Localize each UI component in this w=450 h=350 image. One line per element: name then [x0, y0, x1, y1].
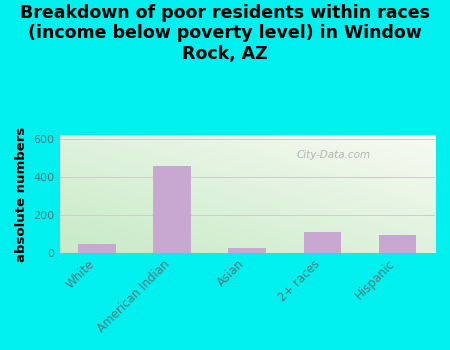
Bar	[379, 235, 416, 253]
Bar	[304, 232, 341, 253]
Bar	[229, 248, 266, 253]
Bar	[78, 244, 116, 253]
Text: Breakdown of poor residents within races
(income below poverty level) in Window
: Breakdown of poor residents within races…	[20, 4, 430, 63]
Bar	[153, 166, 191, 253]
Text: City-Data.com: City-Data.com	[297, 150, 371, 160]
Y-axis label: absolute numbers: absolute numbers	[15, 126, 28, 261]
